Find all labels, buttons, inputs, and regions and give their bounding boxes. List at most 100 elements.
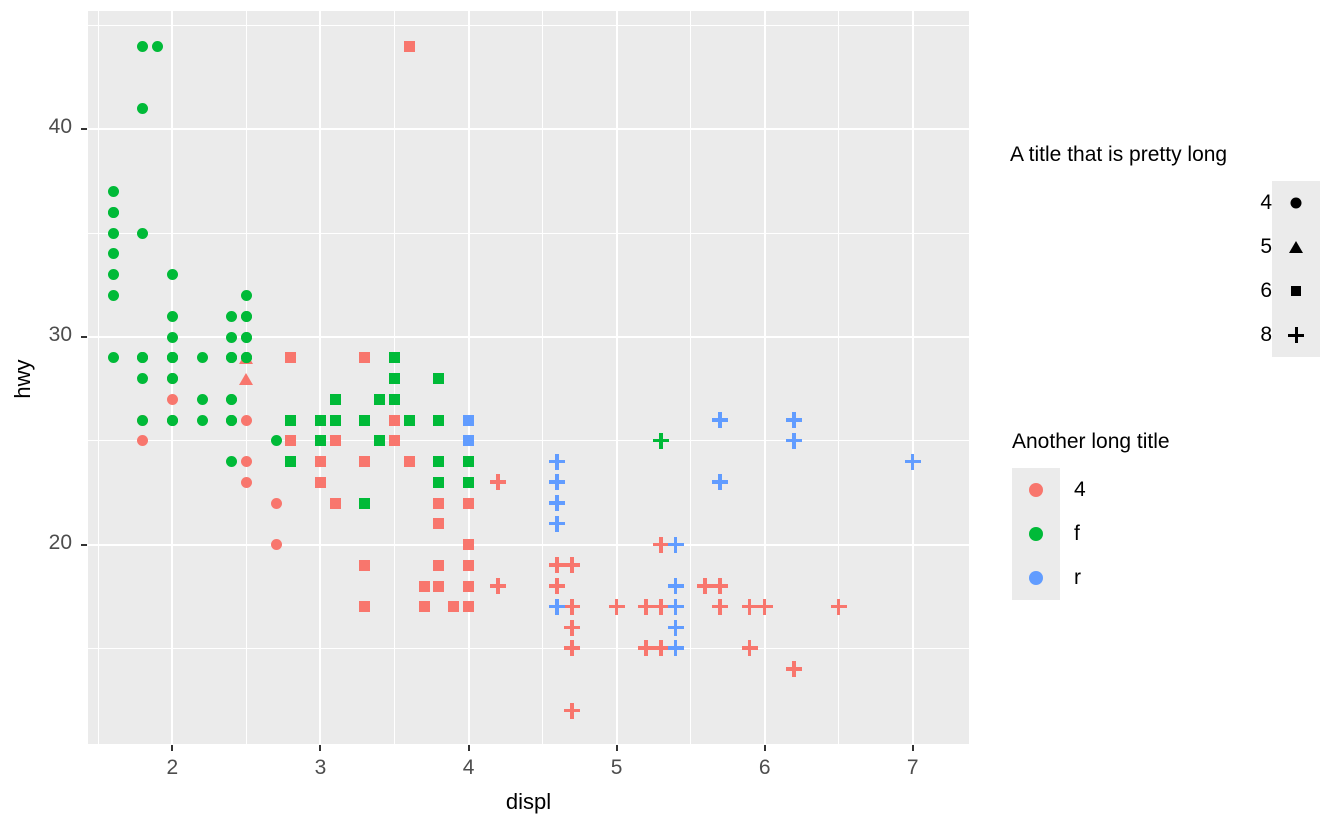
data-point-square (285, 456, 297, 468)
data-point-circle (107, 269, 119, 281)
legend-key (1272, 181, 1320, 225)
data-point-plus (712, 598, 729, 615)
legend-item[interactable]: 8 (1228, 313, 1320, 357)
data-point-plus (564, 619, 581, 636)
data-point-circle (137, 103, 149, 115)
y-tick-label: 30 (48, 323, 72, 346)
data-point-square (285, 456, 297, 468)
x-tick-mark (615, 745, 618, 751)
gridline-minor-vertical (97, 11, 99, 744)
gridline-minor-vertical (393, 11, 395, 744)
data-point-square (285, 414, 297, 426)
legend-item[interactable]: 4 (1012, 468, 1170, 512)
data-point-circle (226, 352, 238, 364)
legend-item[interactable]: f (1012, 512, 1170, 556)
data-point-square (433, 414, 445, 426)
gridline-minor-vertical (838, 11, 840, 744)
data-point-square (359, 559, 371, 571)
gridline-major-vertical (615, 11, 618, 744)
x-tick-label: 5 (610, 756, 623, 779)
data-point-square (418, 580, 430, 592)
gridline-major-horizontal (88, 543, 969, 546)
legend-item-label: r (1074, 566, 1081, 589)
legend-item[interactable]: r (1012, 556, 1170, 600)
data-point-circle (226, 310, 238, 322)
legend-swatch-circle-icon (1029, 571, 1043, 585)
x-tick-label: 6 (758, 756, 771, 779)
data-point-square (403, 414, 415, 426)
data-point-circle (226, 393, 238, 405)
data-point-plus (564, 598, 581, 615)
legend-symbol-circle-icon (1290, 197, 1302, 209)
x-axis-title: displ (505, 789, 552, 814)
data-point-circle (107, 206, 119, 218)
data-point-plus (564, 702, 581, 719)
x-tick-mark (319, 745, 322, 751)
data-point-circle (196, 414, 208, 426)
data-point-circle (137, 373, 149, 385)
data-point-square (448, 601, 460, 613)
data-point-circle (226, 352, 238, 364)
data-point-plus (549, 598, 566, 615)
y-tick-label: 20 (48, 530, 72, 554)
y-tick-mark (81, 543, 87, 546)
legend-item[interactable]: 6 (1228, 269, 1320, 313)
legend-key (1272, 313, 1320, 357)
data-point-plus (653, 598, 670, 615)
gridline-minor-vertical (690, 11, 692, 744)
legend-item[interactable]: 4 (1228, 181, 1320, 225)
gridline-major-horizontal (88, 128, 969, 131)
data-point-square (433, 497, 445, 509)
x-tick-label: 4 (462, 756, 475, 779)
legend-shape: A title that is pretty long 4 5 6 8 (1010, 143, 1320, 357)
data-point-circle (137, 40, 149, 52)
data-point-square (285, 414, 297, 426)
data-point-plus (712, 412, 729, 429)
data-point-plus (564, 598, 581, 615)
data-point-plus (549, 578, 566, 595)
data-point-circle (226, 456, 238, 468)
x-tick-label: 2 (166, 756, 179, 779)
legend-item-label: 6 (1260, 279, 1272, 302)
legend-item-label: 4 (1074, 478, 1086, 501)
y-axis-title: hwy (10, 359, 35, 399)
gridline-major-vertical (763, 11, 766, 744)
legend-swatch-circle-icon (1029, 527, 1043, 541)
data-point-plus (712, 578, 729, 595)
gridline-minor-horizontal (88, 232, 969, 234)
data-point-circle (107, 186, 119, 198)
legend-key (1272, 269, 1320, 313)
data-point-square (359, 601, 371, 613)
data-point-square (285, 352, 297, 364)
data-point-square (329, 497, 341, 509)
data-point-plus (549, 453, 566, 470)
legend-item-label: f (1074, 522, 1080, 545)
x-tick-mark (763, 745, 766, 751)
data-point-plus (490, 578, 507, 595)
data-point-circle (196, 393, 208, 405)
data-point-plus (712, 474, 729, 491)
data-point-square (433, 456, 445, 468)
data-point-square (433, 518, 445, 530)
legend-shape-items: 4 5 6 8 (1228, 181, 1320, 357)
data-point-square (359, 414, 371, 426)
data-point-plus (712, 598, 729, 615)
data-point-circle (107, 248, 119, 260)
data-point-plus (564, 598, 581, 615)
data-point-square (418, 601, 430, 613)
data-point-plus (638, 598, 655, 615)
legend-symbol-triangle-icon (1289, 241, 1303, 253)
data-point-plus (697, 578, 714, 595)
data-point-plus (638, 598, 655, 615)
x-tick-mark (911, 745, 914, 751)
data-point-plus (638, 598, 655, 615)
data-point-circle (226, 414, 238, 426)
data-point-plus (667, 578, 684, 595)
data-point-square (285, 352, 297, 364)
data-point-circle (152, 40, 164, 52)
gridline-minor-horizontal (88, 440, 969, 442)
data-point-circle (226, 414, 238, 426)
data-point-plus (549, 557, 566, 574)
data-point-square (329, 414, 341, 426)
legend-item[interactable]: 5 (1228, 225, 1320, 269)
